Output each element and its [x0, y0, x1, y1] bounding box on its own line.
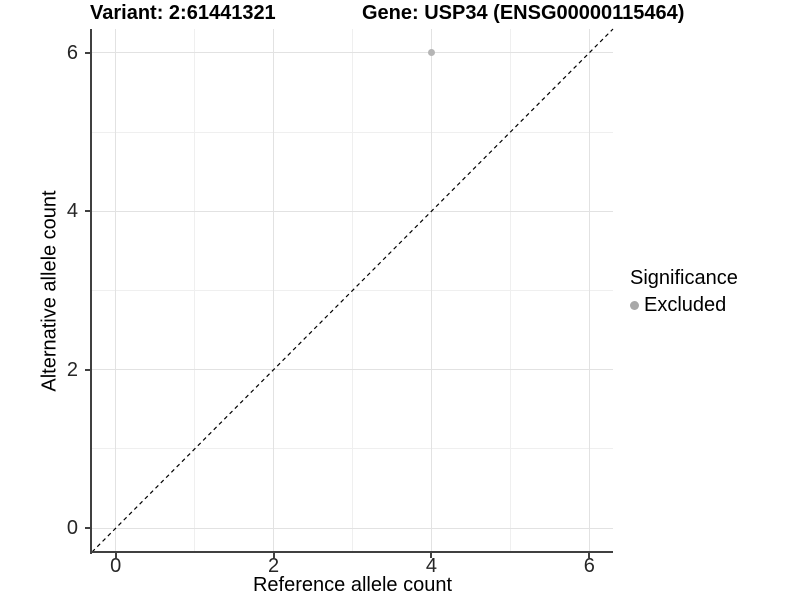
y-tick-label-0: 0 — [66, 517, 78, 540]
legend: Significance Excluded — [630, 266, 738, 317]
gridline-y-major-0 — [92, 527, 613, 529]
gridline-y-minor-5 — [92, 131, 613, 133]
x-axis-line — [90, 551, 613, 553]
gridline-y-major-2 — [92, 369, 613, 371]
x-tick-mark-4 — [430, 553, 433, 558]
legend-title: Significance — [630, 267, 738, 289]
y-tick-mark-0 — [85, 527, 90, 530]
y-tick-label-6: 6 — [66, 41, 78, 64]
x-tick-mark-0 — [114, 553, 117, 558]
gridline-y-major-6 — [92, 52, 613, 54]
plot-panel — [91, 28, 614, 553]
y-axis-line — [90, 29, 92, 554]
gridline-x-major-0 — [115, 29, 117, 552]
data-point-excluded — [427, 49, 435, 57]
y-tick-label-4: 4 — [66, 200, 78, 223]
legend-item-label: Excluded — [644, 294, 727, 316]
gridline-y-major-4 — [92, 210, 613, 212]
gridline-x-major-6 — [588, 29, 590, 552]
x-tick-label-4: 4 — [425, 555, 437, 577]
plot-title-variant: Variant: 2:61441321 — [90, 2, 276, 24]
legend-circle-marker — [630, 301, 639, 310]
x-tick-label-6: 6 — [583, 555, 595, 577]
y-tick-label-2: 2 — [66, 358, 78, 381]
x-tick-label-2: 2 — [267, 555, 280, 577]
x-axis-title: Reference allele count — [252, 574, 452, 596]
x-tick-mark-6 — [588, 553, 591, 558]
y-tick-mark-4 — [85, 210, 90, 213]
legend-item-excluded: Excluded — [630, 294, 738, 317]
identity-line — [91, 28, 614, 553]
gridline-x-major-4 — [430, 29, 432, 552]
x-tick-label-0: 0 — [110, 555, 122, 577]
gridline-y-minor-1 — [92, 448, 613, 450]
plot-title-gene: Gene: USP34 (ENSG00000115464) — [362, 2, 685, 24]
x-tick-mark-2 — [272, 553, 275, 558]
y-tick-mark-2 — [85, 368, 90, 371]
y-tick-mark-6 — [85, 51, 90, 54]
gridline-x-major-2 — [273, 29, 275, 552]
